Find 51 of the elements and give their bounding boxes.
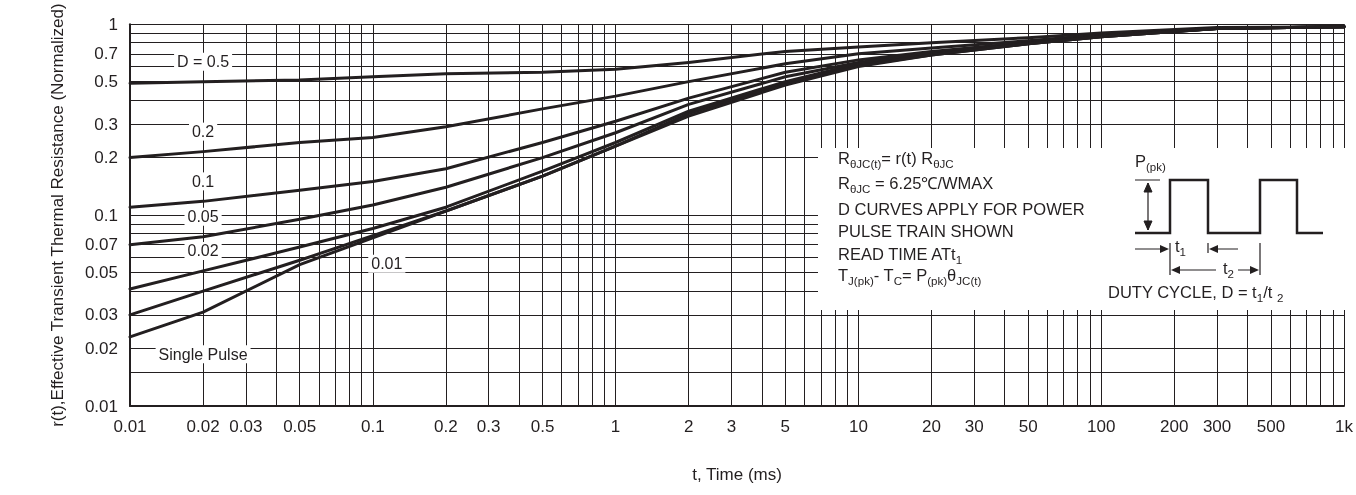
x-tick-label: 0.2	[434, 417, 458, 436]
y-tick-label: 0.2	[94, 148, 118, 168]
series-label: 0.01	[371, 255, 403, 273]
y-tick-label: 1	[108, 14, 118, 34]
annotation: D CURVES APPLY FOR POWER	[838, 200, 1085, 218]
series-label: 0.05	[187, 208, 219, 226]
annotation: PULSE TRAIN SHOWN	[838, 222, 1014, 240]
x-tick-label: 100	[1087, 417, 1116, 436]
x-tick-label: 20	[922, 417, 941, 436]
annotation: T$_{J(pk)}$- T$_{C}$= P$_{(pk)}$θ$_{JC(t)}$	[838, 266, 982, 288]
y-tick-label: 0.01	[84, 396, 118, 416]
x-tick-label: 200	[1160, 417, 1189, 436]
y-tick-label: 0.02	[84, 339, 118, 359]
x-tick-label: 0.1	[360, 417, 385, 436]
y-tick-label: 0.5	[94, 72, 118, 92]
x-tick-label: 50	[1018, 417, 1038, 436]
y-tick-label: 0.7	[94, 44, 118, 64]
x-tick-label: 0.05	[283, 417, 317, 436]
series-label: Single Pulse	[158, 345, 248, 363]
y-tick-label: 0.1	[94, 205, 118, 225]
x-tick-label: 10	[848, 417, 868, 436]
x-tick-label: 1k	[1335, 417, 1354, 436]
y-tick-label: 0.07	[84, 235, 118, 255]
x-tick-label: 0.01	[113, 417, 147, 436]
x-tick-label: 300	[1202, 417, 1232, 436]
y-tick-label: 0.05	[84, 263, 118, 283]
x-tick-label: 500	[1256, 417, 1286, 436]
series-label: 0.1	[191, 172, 215, 190]
y-axis-title: r(t),Effective Transient Thermal Resistance (Normalized)	[47, 3, 67, 427]
x-tick-label: 0.03	[229, 417, 263, 436]
annotation: t$_{2}$	[1223, 259, 1235, 281]
x-tick-label: 3	[726, 417, 737, 436]
annotation: R$_{θJC}$ = 6.25℃/WMAX	[838, 174, 994, 196]
annotation: t$_{1}$	[1175, 237, 1187, 259]
series-label: 0.02	[187, 242, 219, 260]
x-tick-label: 30	[964, 417, 984, 436]
x-tick-label: 1	[610, 417, 621, 436]
x-tick-label: 0.3	[476, 417, 501, 436]
x-tick-label: 0.5	[530, 417, 555, 436]
x-axis-title: t, Time (ms)	[692, 465, 782, 484]
x-tick-label: 5	[780, 417, 791, 436]
series-label: 0.2	[191, 123, 215, 141]
annotation: R$_{θJC(t)}$= r(t) R$_{θJC}$	[838, 149, 954, 171]
x-tick-label: 0.02	[186, 417, 220, 436]
x-tick-label: 2	[683, 417, 694, 436]
annotation: READ TIME ATt$_{1}$	[838, 245, 963, 267]
y-tick-label: 0.03	[84, 305, 118, 325]
series-label: D = 0.5	[177, 53, 230, 71]
y-tick-label: 0.3	[94, 114, 118, 134]
annotation: P$_{(pk)}$	[1135, 152, 1166, 174]
annotation: DUTY CYCLE, D = t$_{1}$/t $_{2}$	[1108, 283, 1284, 305]
